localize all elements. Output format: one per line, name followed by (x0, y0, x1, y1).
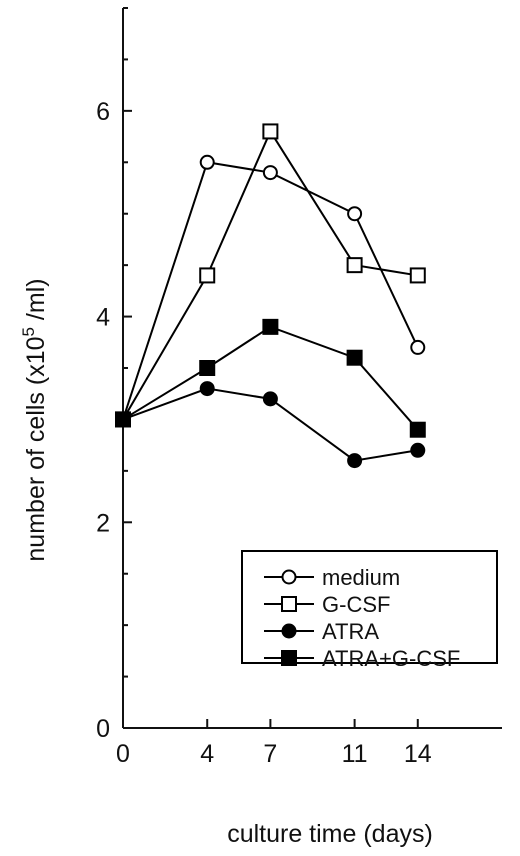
data-point-g-csf (346, 257, 363, 274)
legend-label-atra: ATRA (322, 619, 379, 644)
legend-marker-medium (281, 569, 297, 585)
y-axis-title-unit: /ml) (22, 278, 50, 327)
x-tick-label: 0 (116, 740, 130, 768)
data-point-atra-g-csf (409, 421, 426, 438)
data-point-g-csf (262, 123, 279, 140)
y-tick-label: 2 (96, 509, 110, 537)
y-axis-title-exponent: 5 (19, 327, 38, 336)
y-tick-label: 6 (96, 98, 110, 126)
y-tick-label: 0 (96, 715, 110, 743)
data-point-g-csf (199, 267, 216, 284)
legend-label-g-csf: G-CSF (322, 592, 390, 617)
x-axis-title: culture time (days) (227, 820, 433, 848)
legend-marker-atra-g-csf (281, 650, 297, 666)
data-point-medium (347, 206, 363, 222)
legend-marker-atra (281, 623, 297, 639)
data-point-atra (410, 442, 426, 458)
y-tick-label: 4 (96, 304, 110, 332)
data-point-g-csf (409, 267, 426, 284)
data-point-atra (199, 381, 215, 397)
data-point-atra-g-csf (346, 349, 363, 366)
data-point-medium (410, 339, 426, 355)
y-axis-title-main: number of cells (x10 (22, 336, 50, 561)
series-g-csf (115, 123, 426, 428)
x-tick-label: 4 (200, 740, 214, 768)
data-point-atra-g-csf (115, 411, 131, 428)
data-point-medium (199, 154, 215, 170)
data-point-atra-g-csf (262, 318, 279, 335)
data-point-atra (347, 453, 363, 469)
x-tick-label: 14 (404, 740, 432, 768)
legend-label-medium: medium (322, 565, 400, 590)
x-tick-label: 11 (342, 740, 368, 768)
legend-marker-g-csf (281, 596, 297, 612)
data-point-atra-g-csf (199, 360, 216, 376)
series-layer (115, 123, 426, 469)
series-atra-g-csf (115, 318, 426, 438)
data-point-atra (262, 391, 278, 407)
x-tick-label: 7 (263, 740, 277, 768)
y-axis-title: number of cells (x105 /ml) (19, 278, 50, 561)
axes: 0 2 4 6 0 4 7 11 14 (96, 7, 502, 768)
legend-label-atra-g-csf: ATRA+G-CSF (322, 646, 460, 671)
series-line-medium (122, 161, 419, 420)
data-point-medium (262, 165, 278, 181)
